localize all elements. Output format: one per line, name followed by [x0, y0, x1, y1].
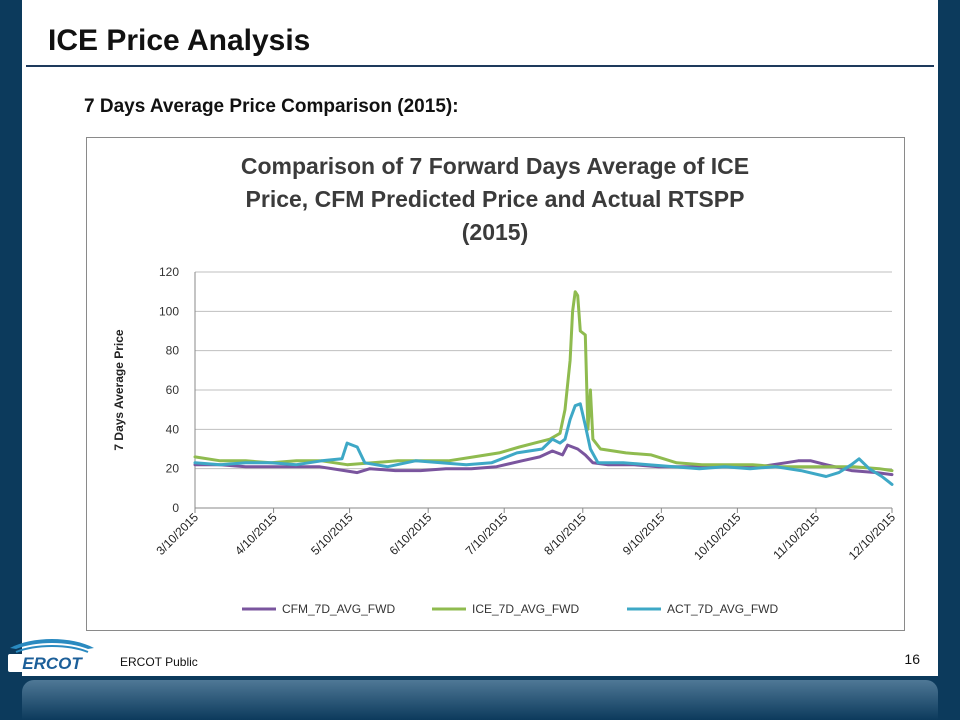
logo-text: ERCOT	[22, 654, 83, 673]
x-tick-label: 9/10/2015	[620, 510, 668, 558]
ercot-logo: ERCOT	[8, 639, 96, 673]
y-tick-label: 60	[166, 383, 180, 397]
line-chart: Comparison of 7 Forward Days Average of …	[112, 153, 899, 616]
y-tick-label: 20	[166, 462, 180, 476]
x-tick-label: 11/10/2015	[770, 510, 822, 562]
series-line-act-7d-avg-fwd	[193, 402, 894, 486]
slide-subtitle: 7 Days Average Price Comparison (2015):	[84, 96, 459, 117]
y-tick-label: 80	[166, 344, 180, 358]
y-tick-label: 40	[166, 422, 180, 436]
x-tick-label: 8/10/2015	[541, 510, 589, 558]
slide-title: ICE Price Analysis	[48, 24, 311, 57]
series-line-ice-7d-avg-fwd	[193, 290, 894, 473]
x-tick-label: 7/10/2015	[463, 510, 511, 558]
chart-title-line: Comparison of 7 Forward Days Average of …	[241, 153, 749, 179]
x-tick-label: 10/10/2015	[691, 510, 744, 563]
chart-title-line: Price, CFM Predicted Price and Actual RT…	[246, 186, 745, 212]
series-line-cfm-7d-avg-fwd	[193, 443, 894, 477]
legend-label: ICE_7D_AVG_FWD	[472, 602, 579, 616]
chart-frame: Comparison of 7 Forward Days Average of …	[86, 137, 905, 631]
x-tick-label: 3/10/2015	[153, 510, 201, 558]
slide: ICE Price Analysis 7 Days Average Price …	[22, 0, 938, 676]
x-tick-label: 6/10/2015	[387, 510, 435, 558]
title-divider	[26, 65, 934, 67]
legend-label: CFM_7D_AVG_FWD	[282, 602, 395, 616]
x-tick-label: 5/10/2015	[308, 510, 356, 558]
page-number: 16	[904, 651, 920, 667]
x-tick-label: 4/10/2015	[232, 510, 280, 558]
y-tick-label: 120	[159, 265, 179, 279]
y-axis-label: 7 Days Average Price	[112, 329, 126, 451]
bottom-bar	[22, 680, 938, 720]
y-tick-label: 100	[159, 304, 179, 318]
legend-label: ACT_7D_AVG_FWD	[667, 602, 778, 616]
y-tick-label: 0	[172, 501, 179, 515]
chart-title-line: (2015)	[462, 219, 528, 245]
x-tick-label: 12/10/2015	[846, 510, 899, 563]
footer-label: ERCOT Public	[120, 655, 198, 669]
